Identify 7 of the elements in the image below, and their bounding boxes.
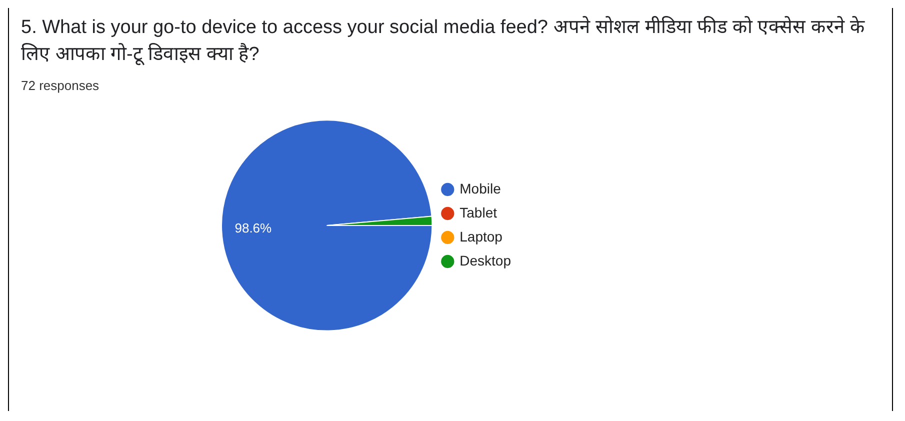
chart-title: 5. What is your go-to device to access your social media feed? अपने सोशल मीडिया फीड को एक्सेस करने के लिए आपका गो-टू डिवाइस क्या है?: [21, 15, 866, 68]
legend-label: Desktop: [460, 252, 512, 268]
legend-label: Laptop: [460, 228, 503, 244]
legend-label: Mobile: [460, 180, 502, 196]
legend-label: Tablet: [460, 204, 498, 220]
data-label: 98.6%: [234, 220, 272, 236]
text: 72 responses: [21, 78, 100, 93]
